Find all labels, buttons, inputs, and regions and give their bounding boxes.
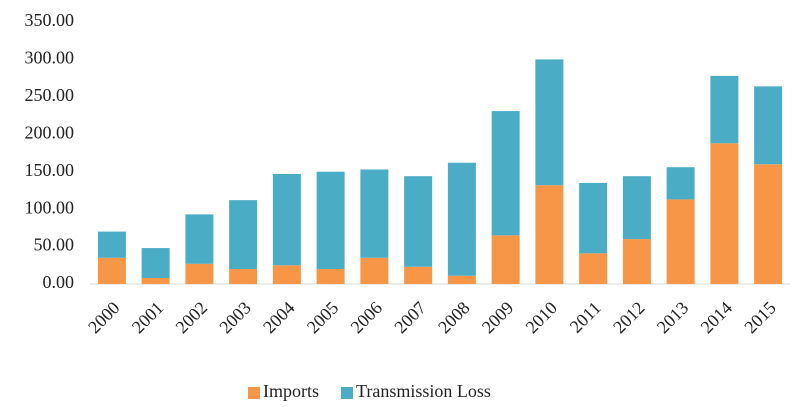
bar-segment	[622, 176, 651, 240]
x-tick-label: 2004	[259, 298, 299, 338]
bar-segment	[491, 111, 520, 236]
x-tick-label: 2006	[347, 298, 387, 338]
bar-segment	[97, 231, 126, 258]
bar-segment	[404, 176, 433, 267]
y-tick-label: 250.00	[25, 85, 75, 105]
x-tick-label: 2011	[566, 298, 605, 337]
bar-segment	[360, 169, 389, 258]
y-tick-label: 50.00	[34, 235, 75, 255]
bar-segment	[272, 173, 301, 266]
bar-segment	[229, 200, 258, 270]
x-tick-label: 2005	[303, 298, 343, 338]
x-tick-label: 2014	[697, 298, 737, 338]
x-tick-label: 2008	[434, 298, 474, 338]
bar-segment	[447, 275, 476, 284]
x-tick-label: 2009	[478, 298, 518, 338]
x-tick-label: 2002	[172, 298, 212, 338]
legend-label: Transmission Loss	[356, 381, 491, 401]
bar-segment	[185, 263, 214, 284]
bar-segment	[316, 269, 345, 284]
y-tick-label: 0.00	[43, 272, 75, 292]
y-tick-label: 100.00	[25, 197, 75, 217]
x-tick-label: 2012	[609, 298, 649, 338]
y-tick-label: 350.00	[25, 10, 75, 30]
legend-swatch	[248, 387, 260, 399]
legend-swatch	[341, 387, 353, 399]
bar-segment	[579, 253, 608, 284]
bar-segment	[754, 86, 783, 165]
bar-segment	[666, 199, 695, 284]
bar-segment	[535, 59, 564, 186]
bar-segment	[710, 75, 739, 144]
bar-segment	[360, 257, 389, 284]
bar-segment	[141, 248, 170, 279]
x-tick-label: 2000	[84, 298, 124, 338]
y-tick-label: 150.00	[25, 160, 75, 180]
bar-segment	[447, 162, 476, 276]
bar-segment	[579, 182, 608, 254]
bar-segment	[97, 257, 126, 284]
y-tick-label: 300.00	[25, 48, 75, 68]
x-tick-label: 2010	[522, 298, 562, 338]
bar-segment	[710, 143, 739, 284]
bar-segment	[229, 269, 258, 284]
bar-segment	[754, 164, 783, 284]
bar-segment	[666, 167, 695, 200]
bar-segment	[535, 185, 564, 284]
x-tick-label: 2007	[390, 298, 430, 338]
x-tick-label: 2013	[653, 298, 693, 338]
legend-label: Imports	[263, 381, 319, 401]
x-tick-label: 2003	[215, 298, 255, 338]
x-tick-label: 2015	[740, 298, 780, 338]
bar-segment	[622, 239, 651, 284]
bar-segment	[185, 214, 214, 264]
y-tick-label: 200.00	[25, 122, 75, 142]
x-tick-label: 2001	[128, 298, 168, 338]
bar-segment	[316, 171, 345, 270]
bar-segment	[491, 235, 520, 284]
bar-segment	[141, 278, 170, 284]
bar-segment	[272, 265, 301, 284]
bar-segment	[404, 266, 433, 284]
